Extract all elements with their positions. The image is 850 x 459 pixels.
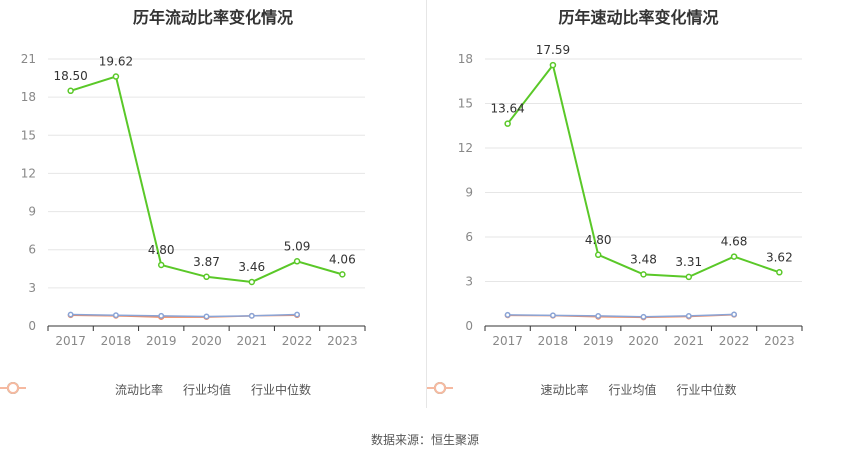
data-point <box>685 273 693 281</box>
y-tick-label: 9 <box>28 205 36 219</box>
quick-ratio-panel: 历年速动比率变化情况 0 3 6 9 12 15 18 2017 2018 2019 2020 202… <box>427 0 850 410</box>
x-tick-label: 2020 <box>191 334 222 348</box>
chart-title: 历年速动比率变化情况 <box>558 8 719 27</box>
data-label: 3.87 <box>193 255 220 269</box>
legend-label: 流动比率 <box>114 383 163 397</box>
data-source-note: 数据来源：恒生聚源 <box>370 433 479 447</box>
chart-legend: 速动比率 行业均值 行业中位数 <box>427 381 850 398</box>
y-tick-label: 18 <box>458 52 473 66</box>
data-point <box>339 271 346 278</box>
data-point <box>203 273 210 281</box>
legend-label: 速动比率 <box>540 383 589 397</box>
data-point <box>594 251 602 259</box>
x-tick-label: 2018 <box>538 334 569 348</box>
y-tick-label: 0 <box>28 319 36 333</box>
data-label: 4.80 <box>148 243 175 257</box>
legend-item-industry-median[interactable]: 行业中位数 <box>0 381 312 398</box>
data-point <box>112 73 120 80</box>
legend-marker-icon <box>0 382 26 394</box>
y-tick-label: 3 <box>465 275 473 289</box>
data-point <box>293 258 301 265</box>
legend-label: 行业中位数 <box>251 383 312 397</box>
data-point <box>595 312 602 319</box>
data-point <box>640 271 647 278</box>
quick-ratio-chart: 0 3 6 9 12 15 18 2017 2018 2019 2020 2021 2022 2023 13… <box>458 43 803 348</box>
data-point <box>157 261 165 269</box>
data-label: 5.09 <box>284 239 311 253</box>
y-tick-label: 12 <box>458 141 473 155</box>
data-point <box>730 253 738 260</box>
x-tick-label: 2022 <box>719 334 750 348</box>
data-label: 4.80 <box>585 233 612 247</box>
x-tick-label: 2019 <box>583 334 614 348</box>
data-label: 3.62 <box>766 250 793 264</box>
panel-divider <box>426 0 427 408</box>
legend-item-industry-mean[interactable]: 行业均值 <box>0 381 231 398</box>
data-point <box>776 269 783 276</box>
data-label: 3.48 <box>630 252 657 266</box>
data-label: 17.59 <box>536 43 570 57</box>
x-tick-label: 2018 <box>101 334 132 348</box>
data-label: 3.46 <box>238 260 265 274</box>
data-point <box>248 312 255 319</box>
data-point <box>640 313 647 320</box>
series-line <box>70 313 298 318</box>
legend-item-quick-ratio[interactable]: 速动比率 <box>427 381 589 398</box>
y-tick-label: 0 <box>465 319 473 333</box>
x-tick-label: 2019 <box>146 334 177 348</box>
x-tick-label: 2023 <box>327 334 358 348</box>
legend-label: 行业均值 <box>182 383 231 397</box>
x-tick-label: 2021 <box>237 334 268 348</box>
y-tick-label: 15 <box>21 128 36 142</box>
x-tick-label: 2017 <box>492 334 523 348</box>
x-tick-label: 2021 <box>674 334 705 348</box>
series-line <box>507 313 735 318</box>
data-point <box>67 87 74 95</box>
data-label: 4.68 <box>721 235 748 249</box>
data-label: 13.64 <box>490 102 524 116</box>
legend-item-current-ratio[interactable]: 流动比率 <box>0 381 163 398</box>
data-point <box>685 312 692 319</box>
data-point <box>731 311 738 318</box>
y-tick-label: 6 <box>465 230 473 244</box>
chart-title: 历年流动比率变化情况 <box>132 8 293 27</box>
legend-marker-icon <box>427 382 453 394</box>
data-label: 3.31 <box>675 255 702 269</box>
x-tick-label: 2022 <box>282 334 313 348</box>
x-tick-label: 2023 <box>764 334 795 348</box>
legend-label: 行业均值 <box>608 383 657 397</box>
x-tick-label: 2020 <box>628 334 659 348</box>
data-label: 19.62 <box>99 55 133 69</box>
chart-legend: 流动比率 行业均值 行业中位数 <box>0 381 426 398</box>
y-tick-label: 12 <box>21 166 36 180</box>
current-ratio-panel: 历年流动比率变化情况 0 3 6 9 12 15 18 21 2017 2018 2019 2020 2… <box>0 0 426 410</box>
data-point <box>67 311 74 318</box>
y-tick-label: 3 <box>28 281 36 295</box>
data-label: 4.06 <box>329 252 356 266</box>
legend-item-industry-mean[interactable]: 行业均值 <box>427 381 657 398</box>
y-tick-label: 15 <box>458 97 473 111</box>
data-point <box>158 312 165 319</box>
data-point <box>294 311 301 318</box>
legend-item-industry-median[interactable]: 行业中位数 <box>427 381 737 398</box>
data-point <box>504 311 511 318</box>
y-tick-label: 6 <box>28 243 36 257</box>
y-tick-label: 9 <box>465 186 473 200</box>
data-point <box>549 61 557 69</box>
data-point <box>504 120 511 127</box>
data-point <box>549 312 556 319</box>
data-point <box>203 313 210 320</box>
legend-label: 行业中位数 <box>676 383 737 397</box>
data-point <box>112 312 119 319</box>
y-tick-label: 21 <box>21 52 36 66</box>
data-label: 18.50 <box>53 69 87 83</box>
x-tick-label: 2017 <box>55 334 86 348</box>
current-ratio-chart: 0 3 6 9 12 15 18 21 2017 2018 2019 2020 2021 2022 2023… <box>21 52 366 348</box>
data-point <box>248 278 256 286</box>
y-tick-label: 18 <box>21 90 36 104</box>
